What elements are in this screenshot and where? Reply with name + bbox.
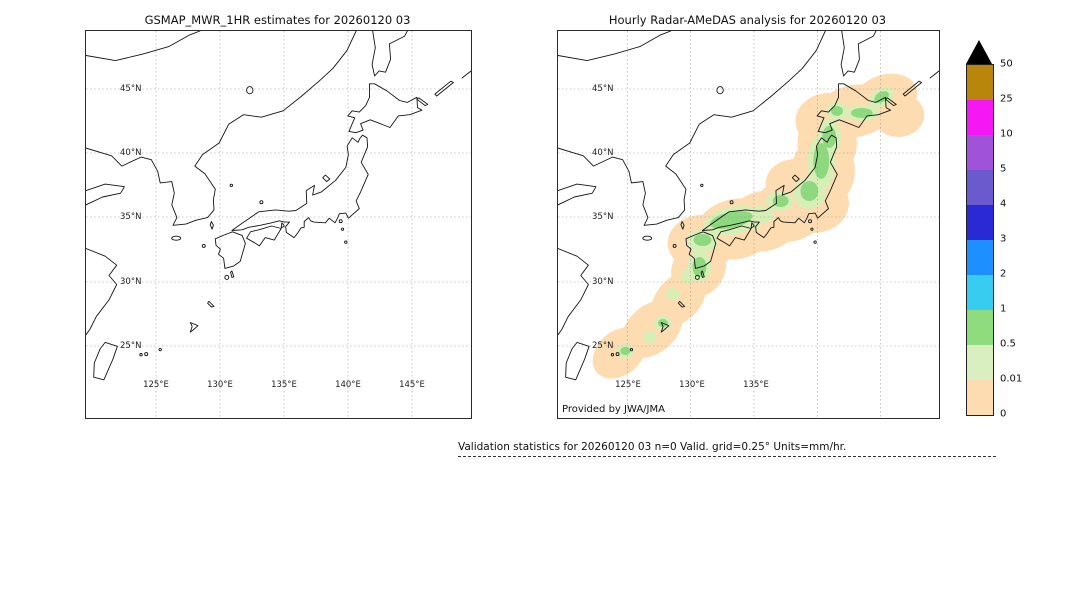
colorbar-overflow-triangle [966,40,992,64]
radar-map-svg [558,31,939,418]
lat-tick-label: 30°N [592,277,614,287]
colorbar-segment [967,310,993,345]
colorbar-tick-label: 3 [1000,233,1007,245]
colorbar-segment [967,380,993,415]
lat-tick-label: 45°N [592,84,614,94]
colorbar-segment [967,100,993,135]
lat-tick-label: 35°N [120,212,142,222]
colorbar-segment [967,65,993,100]
colorbar-segment [967,345,993,380]
coastline-layer [86,31,471,381]
radar-amedas-map-panel: 45°N 40°N 35°N 30°N 25°N 125°E 130°E 135… [557,30,940,419]
colorbar-tick-label: 2 [1000,268,1007,280]
lat-tick-label: 25°N [592,341,614,351]
grid-layer [86,31,471,418]
colorbar: 50 25 10 5 4 3 2 1 0.5 0.01 0 [966,40,1046,422]
colorbar-segment [967,275,993,310]
lon-tick-label: 125°E [615,380,641,390]
colorbar-scale [966,64,994,416]
lon-tick-label: 145°E [399,380,425,390]
left-panel-title: GSMAP_MWR_1HR estimates for 20260120 03 [144,13,411,27]
colorbar-tick-label: 1 [1000,303,1007,315]
gsmap-map-panel: 45°N 40°N 35°N 30°N 25°N 125°E 130°E 135… [85,30,472,419]
lat-tick-label: 35°N [592,212,614,222]
lat-tick-label: 30°N [120,277,142,287]
lon-tick-label: 135°E [743,380,769,390]
lon-tick-label: 125°E [143,380,169,390]
colorbar-tick-label: 25 [1000,93,1013,105]
lon-tick-label: 140°E [335,380,361,390]
colorbar-tick-label: 50 [1000,58,1013,70]
gsmap-map-svg [86,31,471,418]
data-credit: Provided by JWA/JMA [562,404,665,415]
colorbar-tick-label: 0.5 [1000,338,1016,350]
colorbar-tick-label: 10 [1000,128,1013,140]
lat-tick-label: 40°N [592,148,614,158]
lon-tick-label: 130°E [207,380,233,390]
lat-tick-label: 25°N [120,341,142,351]
colorbar-segment [967,240,993,275]
caption-dashed-line [458,456,996,457]
right-panel-title: Hourly Radar-AMeDAS analysis for 2026012… [608,13,887,27]
colorbar-tick-label: 5 [1000,163,1007,175]
colorbar-segment [967,205,993,240]
lat-tick-label: 40°N [120,148,142,158]
lon-tick-label: 135°E [271,380,297,390]
colorbar-tick-label: 4 [1000,198,1007,210]
caption-text: Validation statistics for 20260120 03 n=… [458,441,847,453]
colorbar-tick-label: 0.01 [1000,373,1023,385]
lon-tick-label: 130°E [679,380,705,390]
colorbar-segment [967,170,993,205]
colorbar-tick-label: 0 [1000,408,1007,420]
lat-tick-label: 45°N [120,84,142,94]
colorbar-segment [967,135,993,170]
